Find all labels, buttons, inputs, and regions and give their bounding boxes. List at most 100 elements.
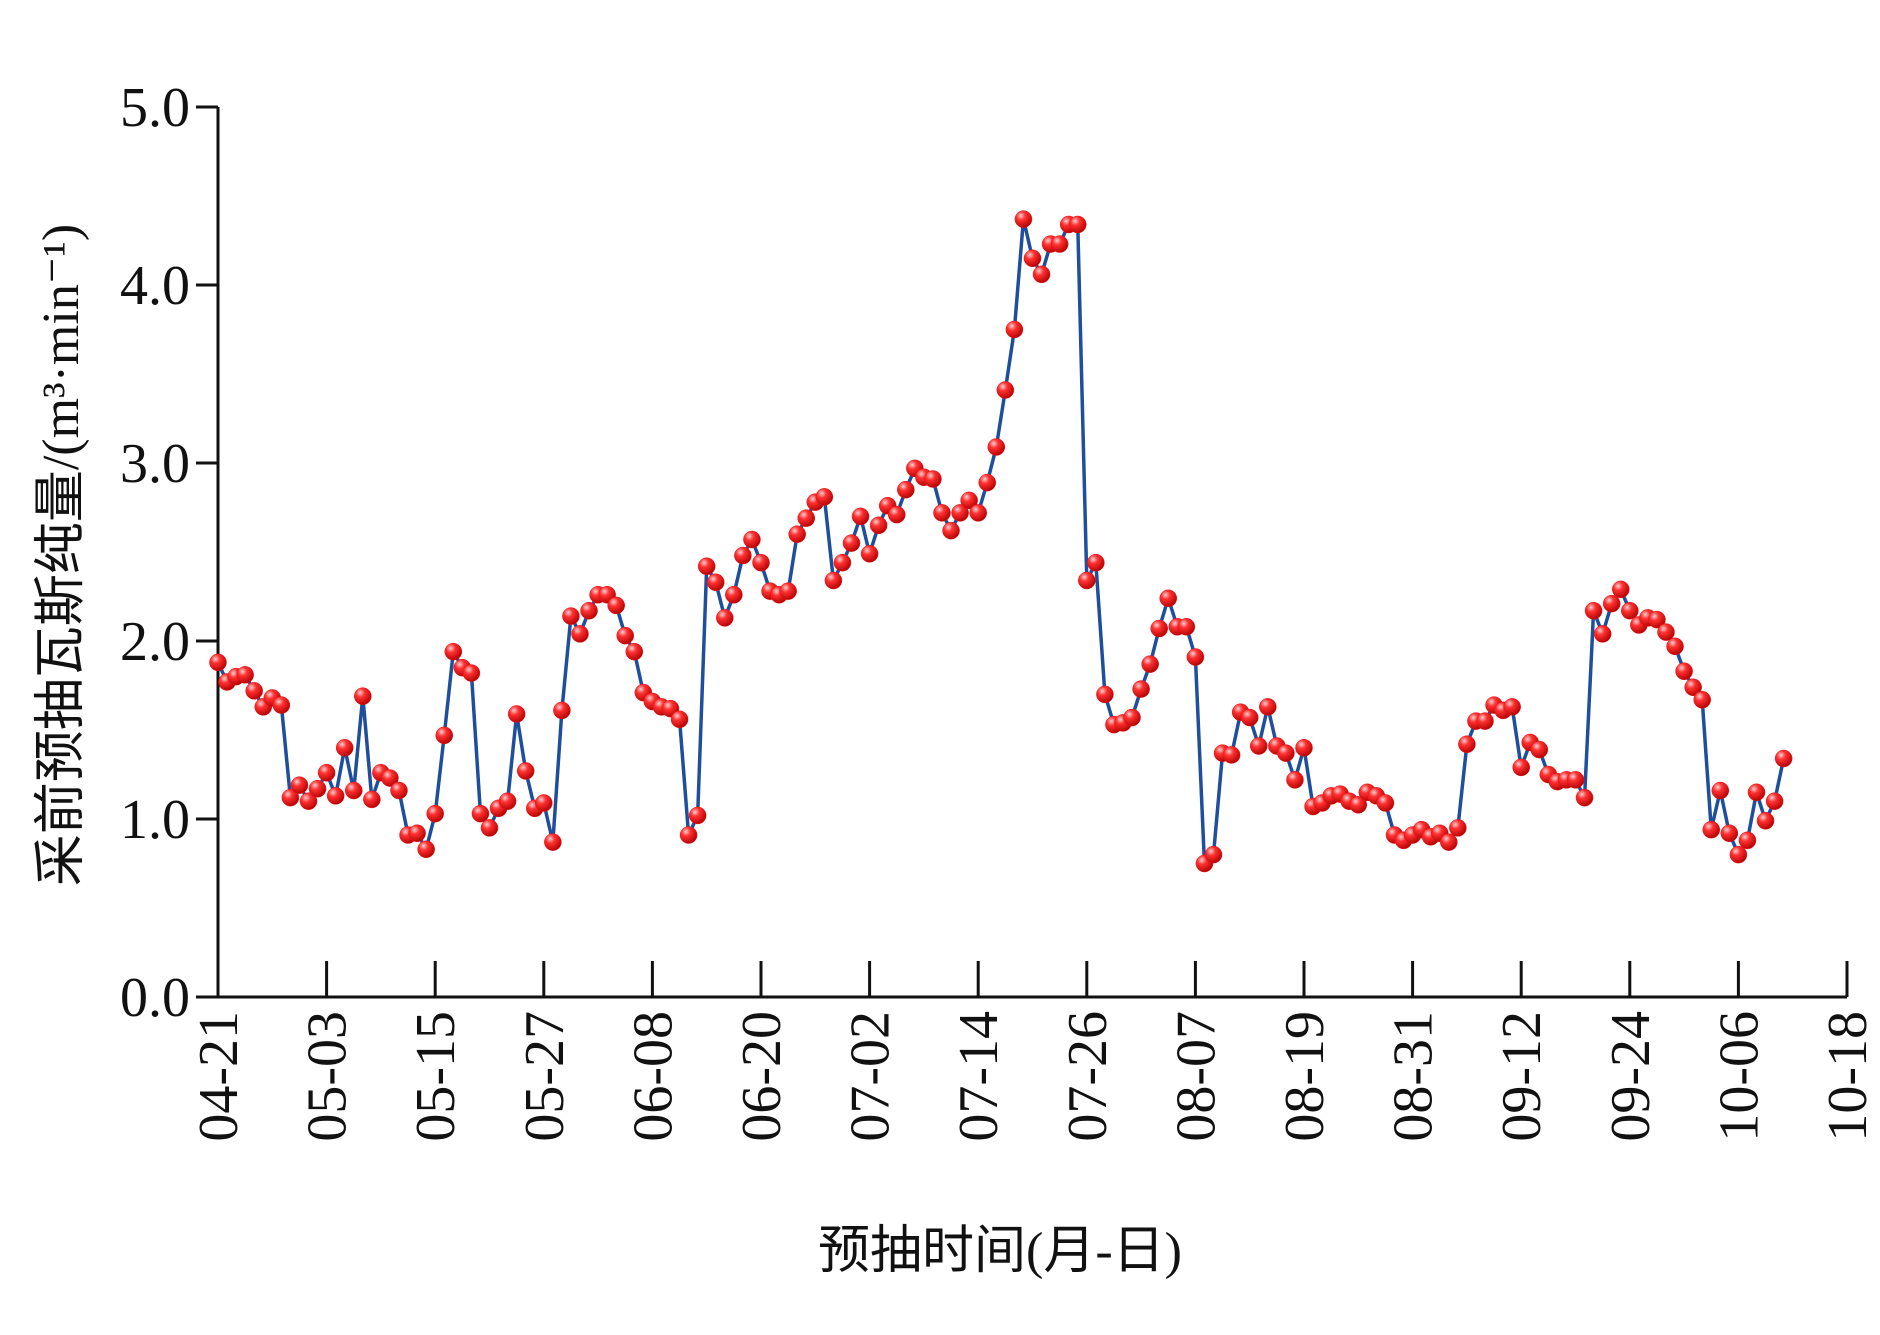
data-point: [1240, 708, 1259, 727]
data-point: [1621, 601, 1639, 620]
data-point: [670, 710, 689, 729]
data-point: [797, 509, 815, 527]
data-point: [788, 525, 806, 543]
data-point: [571, 625, 589, 643]
x-tick-label: 06-20: [731, 1011, 793, 1142]
y-tick-label: 1.0: [120, 789, 190, 851]
x-tick-label: 05-27: [514, 1011, 576, 1142]
x-tick-label: 07-14: [948, 1011, 1010, 1142]
data-point: [1177, 618, 1196, 636]
data-point: [471, 804, 490, 823]
data-point: [1512, 758, 1530, 777]
y-tick-label: 5.0: [120, 77, 190, 139]
data-point: [716, 609, 734, 627]
data-point: [1756, 812, 1775, 830]
data-point: [562, 607, 580, 625]
data-point: [535, 794, 553, 812]
x-tick-label: 09-24: [1600, 1011, 1662, 1142]
data-point: [1087, 553, 1105, 572]
data-point: [435, 726, 453, 745]
data-point: [1747, 783, 1766, 802]
data-point: [978, 473, 996, 492]
x-tick-label: 06-08: [622, 1011, 684, 1142]
data-point: [299, 792, 318, 810]
data-point: [1050, 235, 1069, 253]
data-point: [1376, 794, 1395, 812]
data-point: [1693, 690, 1711, 709]
data-point: [507, 705, 526, 723]
data-point: [1295, 739, 1313, 757]
data-point: [1286, 771, 1304, 789]
data-point: [1458, 735, 1476, 753]
data-point: [1765, 792, 1784, 810]
x-tick-label: 05-03: [297, 1011, 359, 1142]
data-point: [869, 516, 888, 535]
data-point: [1602, 594, 1621, 613]
data-point: [1648, 610, 1666, 629]
data-point: [1032, 265, 1051, 284]
data-point: [616, 626, 634, 645]
data-point: [1612, 580, 1630, 599]
x-tick-label: 10-06: [1708, 1011, 1770, 1142]
data-point: [209, 653, 227, 672]
data-point: [236, 666, 254, 684]
y-tick-label: 2.0: [120, 611, 190, 673]
data-point: [381, 769, 399, 787]
data-point: [1440, 833, 1458, 851]
data-point: [824, 571, 843, 590]
data-point: [1657, 623, 1675, 641]
data-point: [743, 530, 761, 549]
data-point: [363, 790, 381, 809]
data-point: [1530, 740, 1549, 759]
x-tick-label: 07-26: [1057, 1011, 1119, 1142]
x-tick-label: 08-31: [1383, 1011, 1445, 1142]
data-point: [1702, 820, 1720, 839]
data-point: [308, 779, 327, 798]
x-tick-label: 09-12: [1491, 1011, 1553, 1142]
data-point: [498, 792, 517, 810]
data-point: [1186, 648, 1205, 666]
data-point: [354, 687, 372, 705]
data-point: [734, 546, 752, 565]
data-point: [417, 840, 435, 859]
data-point: [1720, 824, 1739, 842]
data-point: [480, 819, 499, 837]
data-point: [544, 833, 562, 851]
data-point: [1250, 737, 1268, 755]
data-point: [842, 534, 861, 552]
data-point: [960, 491, 978, 510]
data-point: [580, 601, 598, 620]
data-point: [833, 553, 852, 572]
data-point: [1222, 746, 1241, 764]
data-point: [1503, 698, 1521, 716]
data-point: [725, 585, 743, 604]
data-point: [290, 776, 309, 794]
data-point: [707, 573, 725, 592]
data-point: [987, 438, 1006, 456]
data-point: [1666, 637, 1684, 656]
data-point: [1141, 655, 1159, 673]
data-point: [815, 488, 834, 506]
y-axis-label: 采前预抽瓦斯纯量/(m³·min⁻¹): [33, 224, 90, 886]
data-point: [1005, 320, 1024, 339]
data-point: [688, 806, 707, 825]
x-tick-label: 07-02: [840, 1011, 902, 1142]
data-point: [951, 504, 969, 522]
data-point: [888, 505, 906, 524]
data-point: [345, 781, 363, 800]
x-tick-label: 04-21: [188, 1011, 250, 1142]
data-point: [516, 762, 535, 780]
data-point: [897, 480, 915, 499]
data-point: [607, 596, 625, 615]
data-point: [317, 763, 336, 782]
data-point: [1566, 771, 1585, 789]
data-point: [1150, 619, 1168, 638]
data-point: [444, 642, 463, 661]
data-point: [1575, 788, 1594, 807]
data-point: [462, 664, 481, 682]
y-tick-label: 3.0: [120, 433, 190, 495]
data-point: [942, 521, 960, 540]
data-point: [924, 470, 942, 488]
x-axis-label: 预抽时间(月-日): [818, 1223, 1182, 1280]
data-point: [1449, 819, 1467, 837]
